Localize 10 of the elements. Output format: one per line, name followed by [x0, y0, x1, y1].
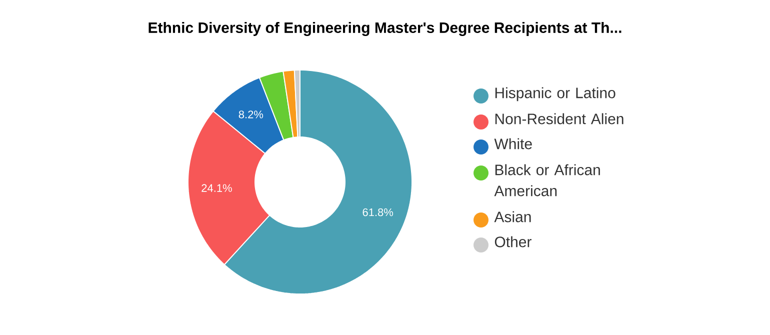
legend-label: Asian: [494, 211, 531, 222]
chart-title: Ethnic Diversity of Engineering Master's Degree Recipients at Th...: [148, 22, 622, 36]
data-label: 24.1%: [202, 184, 232, 192]
legend-label: Hispanic or Latino: [495, 87, 616, 102]
legend-label: Non-Resident Alien: [495, 113, 624, 124]
data-label: 8.2%: [238, 110, 264, 118]
data-label: 61.8%: [362, 208, 394, 216]
legend-label: Black or African American: [494, 164, 600, 196]
legend-label: Other: [494, 236, 532, 248]
legend-label: White: [494, 138, 532, 150]
